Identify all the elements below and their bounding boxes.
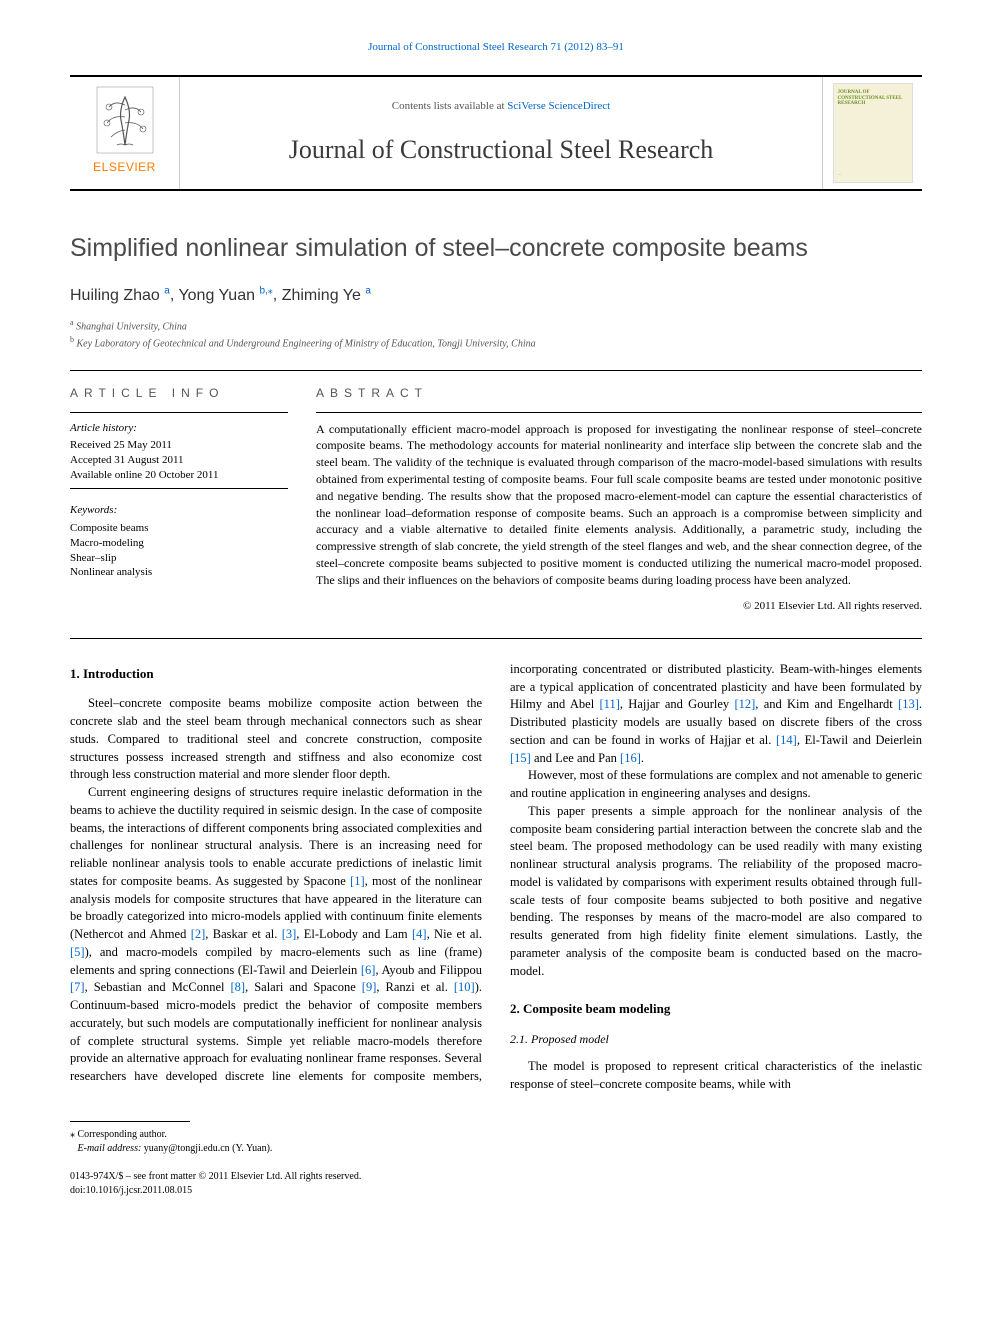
author-3: Zhiming Ye a xyxy=(282,287,371,304)
affiliation-b: b Key Laboratory of Geotechnical and Und… xyxy=(70,334,922,351)
ref-10[interactable]: [10] xyxy=(454,980,475,994)
article-info-column: ARTICLE INFO Article history: Received 2… xyxy=(70,385,288,614)
abstract-rule xyxy=(316,412,922,413)
keywords-label: Keywords: xyxy=(70,503,288,518)
running-header: Journal of Constructional Steel Research… xyxy=(70,40,922,55)
journal-name: Journal of Constructional Steel Research xyxy=(200,132,802,168)
footer-block: 0143-974X/$ – see front matter © 2011 El… xyxy=(70,1170,922,1197)
section-1-heading: 1. Introduction xyxy=(70,665,482,683)
section-2-1-heading: 2.1. Proposed model xyxy=(510,1031,922,1048)
elsevier-tree-icon xyxy=(95,85,155,155)
corresponding-author-note: ⁎ Corresponding author. E-mail address: … xyxy=(70,1128,922,1156)
journal-masthead: ELSEVIER Contents lists available at Sci… xyxy=(70,75,922,191)
ref-15[interactable]: [15] xyxy=(510,751,531,765)
corresponding-label: Corresponding author. xyxy=(78,1129,167,1140)
doi-line: doi:10.1016/j.jcsr.2011.08.015 xyxy=(70,1184,922,1198)
corresponding-star-icon: ⁎ xyxy=(70,1129,75,1140)
s1-para-4: This paper presents a simple approach fo… xyxy=(510,803,922,981)
history-label: Article history: xyxy=(70,421,288,436)
contents-available-line: Contents lists available at SciVerse Sci… xyxy=(200,99,802,114)
section-2-heading: 2. Composite beam modeling xyxy=(510,1000,922,1018)
footnote-rule xyxy=(70,1121,190,1122)
ref-2[interactable]: [2] xyxy=(191,927,206,941)
publisher-block: ELSEVIER xyxy=(70,77,180,189)
author-1: Huiling Zhao a xyxy=(70,287,170,304)
keyword-2: Macro-modeling xyxy=(70,536,288,551)
cover-title: JOURNAL OF CONSTRUCTIONAL STEEL RESEARCH xyxy=(838,90,908,107)
corresponding-suffix: (Y. Yuan). xyxy=(230,1143,273,1154)
publisher-name: ELSEVIER xyxy=(93,159,156,176)
keyword-3: Shear–slip xyxy=(70,551,288,566)
body-top-rule xyxy=(70,638,922,639)
abstract-label: ABSTRACT xyxy=(316,385,922,402)
ref-14[interactable]: [14] xyxy=(776,733,797,747)
ref-8[interactable]: [8] xyxy=(230,980,245,994)
s1-para-3: However, most of these formulations are … xyxy=(510,767,922,803)
doi-link[interactable]: 10.1016/j.jcsr.2011.08.015 xyxy=(86,1185,193,1196)
ref-11[interactable]: [11] xyxy=(600,697,620,711)
keyword-4: Nonlinear analysis xyxy=(70,565,288,580)
contents-prefix: Contents lists available at xyxy=(392,100,507,112)
ref-13[interactable]: [13] xyxy=(898,697,919,711)
s2-1-para-1: The model is proposed to represent criti… xyxy=(510,1058,922,1094)
abstract-column: ABSTRACT A computationally efficient mac… xyxy=(316,385,922,614)
ref-7[interactable]: [7] xyxy=(70,980,85,994)
corresponding-email[interactable]: yuany@tongji.edu.cn xyxy=(144,1143,230,1154)
ref-1[interactable]: [1] xyxy=(350,874,365,888)
abstract-text: A computationally efficient macro-model … xyxy=(316,421,922,589)
info-rule-2 xyxy=(70,488,288,489)
author-2: Yong Yuan b,⁎ xyxy=(178,287,272,304)
journal-cover-thumbnail: JOURNAL OF CONSTRUCTIONAL STEEL RESEARCH… xyxy=(833,83,913,183)
s1-para-1: Steel–concrete composite beams mobilize … xyxy=(70,695,482,784)
elsevier-logo: ELSEVIER xyxy=(76,85,173,176)
sciencedirect-link[interactable]: SciVerse ScienceDirect xyxy=(507,100,610,112)
ref-4[interactable]: [4] xyxy=(412,927,427,941)
email-label: E-mail address: xyxy=(78,1143,144,1154)
abstract-copyright: © 2011 Elsevier Ltd. All rights reserved… xyxy=(316,599,922,614)
issn-line: 0143-974X/$ – see front matter © 2011 El… xyxy=(70,1170,922,1184)
history-received: Received 25 May 2011 xyxy=(70,438,288,453)
affiliations: a Shanghai University, China b Key Labor… xyxy=(70,317,922,352)
ref-6[interactable]: [6] xyxy=(361,963,376,977)
author-list: Huiling Zhao a, Yong Yuan b,⁎, Zhiming Y… xyxy=(70,284,922,307)
body-text: 1. Introduction Steel–concrete composite… xyxy=(70,661,922,1093)
cover-editors: … xyxy=(838,172,908,176)
ref-3[interactable]: [3] xyxy=(282,927,297,941)
article-info-label: ARTICLE INFO xyxy=(70,385,288,402)
running-header-link[interactable]: Journal of Constructional Steel Research… xyxy=(368,41,624,53)
history-online: Available online 20 October 2011 xyxy=(70,468,288,483)
masthead-cover: JOURNAL OF CONSTRUCTIONAL STEEL RESEARCH… xyxy=(822,77,922,189)
history-accepted: Accepted 31 August 2011 xyxy=(70,453,288,468)
top-rule xyxy=(70,370,922,371)
ref-9[interactable]: [9] xyxy=(362,980,377,994)
ref-16[interactable]: [16] xyxy=(620,751,641,765)
article-title: Simplified nonlinear simulation of steel… xyxy=(70,231,922,266)
ref-12[interactable]: [12] xyxy=(734,697,755,711)
info-rule xyxy=(70,412,288,413)
keyword-1: Composite beams xyxy=(70,521,288,536)
masthead-center: Contents lists available at SciVerse Sci… xyxy=(180,77,822,189)
affiliation-a: a Shanghai University, China xyxy=(70,317,922,334)
ref-5[interactable]: [5] xyxy=(70,945,85,959)
